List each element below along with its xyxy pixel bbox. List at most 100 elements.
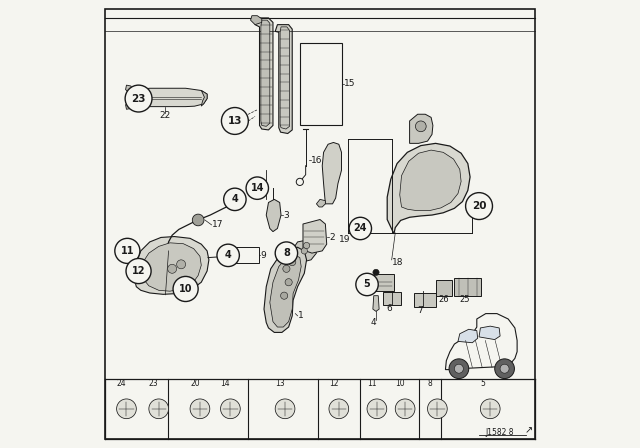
Text: J1582 8: J1582 8 [486,428,515,437]
Circle shape [221,108,248,134]
Polygon shape [293,240,316,262]
Text: 7: 7 [418,306,424,315]
Text: 5: 5 [481,379,485,388]
Circle shape [116,399,136,418]
Circle shape [449,359,468,379]
Circle shape [173,276,198,302]
Polygon shape [275,25,292,134]
Circle shape [221,399,240,418]
Text: 13: 13 [275,379,285,388]
Polygon shape [270,254,301,327]
Text: 4: 4 [371,318,376,327]
Text: 2: 2 [329,233,335,242]
Polygon shape [261,20,270,126]
Text: 24: 24 [116,379,126,388]
Polygon shape [202,90,207,106]
Text: 14: 14 [221,379,230,388]
Polygon shape [410,114,433,143]
Circle shape [192,214,204,226]
Circle shape [349,217,371,240]
Text: 24: 24 [353,224,367,233]
Circle shape [495,359,515,379]
FancyBboxPatch shape [300,43,342,125]
Circle shape [296,178,303,185]
Text: 16: 16 [311,156,323,165]
Circle shape [428,399,447,418]
Polygon shape [303,220,327,253]
Polygon shape [132,90,139,107]
FancyBboxPatch shape [105,9,535,439]
Circle shape [217,244,239,267]
Text: 8: 8 [428,379,432,388]
Text: 20: 20 [190,379,200,388]
Text: 11: 11 [367,379,376,388]
Polygon shape [323,142,342,204]
Polygon shape [125,102,132,109]
Circle shape [454,364,463,373]
Polygon shape [458,329,477,343]
Polygon shape [373,296,379,311]
Text: 10: 10 [179,284,193,294]
Circle shape [466,193,493,220]
Polygon shape [266,199,281,232]
Circle shape [224,188,246,211]
Polygon shape [445,314,517,370]
Text: 13: 13 [228,116,242,126]
Polygon shape [251,16,262,25]
Polygon shape [400,150,461,211]
Circle shape [125,85,152,112]
Text: 5: 5 [364,280,371,289]
Text: 20: 20 [472,201,486,211]
Circle shape [396,399,415,418]
Polygon shape [141,243,202,291]
Text: 9: 9 [260,251,266,260]
Circle shape [275,242,298,264]
Text: 4: 4 [225,250,232,260]
FancyBboxPatch shape [234,247,259,263]
Text: 4: 4 [232,194,238,204]
Circle shape [126,258,151,284]
Text: 19: 19 [339,235,350,244]
Circle shape [481,399,500,418]
Text: 3: 3 [284,211,289,220]
Circle shape [303,242,310,249]
FancyBboxPatch shape [383,292,401,305]
FancyBboxPatch shape [436,280,452,296]
Circle shape [329,399,349,418]
Text: 12: 12 [329,379,339,388]
Text: 18: 18 [392,258,403,267]
Text: 8: 8 [283,248,290,258]
FancyBboxPatch shape [374,274,394,291]
Text: 25: 25 [460,295,470,304]
Circle shape [283,265,290,272]
FancyBboxPatch shape [454,278,481,296]
Circle shape [168,264,177,273]
Polygon shape [125,85,132,93]
Polygon shape [264,247,307,332]
Text: 22: 22 [160,111,171,120]
Circle shape [285,279,292,286]
Polygon shape [280,27,289,129]
Circle shape [190,399,210,418]
FancyBboxPatch shape [414,293,436,307]
Text: 1: 1 [298,311,303,320]
Text: ↗: ↗ [524,425,532,435]
Polygon shape [479,326,500,340]
Text: 10: 10 [396,379,405,388]
Circle shape [367,399,387,418]
Circle shape [280,292,288,299]
Polygon shape [237,196,243,201]
Polygon shape [134,237,209,294]
Circle shape [149,399,168,418]
Circle shape [500,364,509,373]
Polygon shape [316,199,325,207]
Circle shape [415,121,426,132]
Circle shape [301,248,307,254]
Circle shape [177,260,186,269]
Circle shape [246,177,269,199]
Circle shape [115,238,140,263]
Text: 23: 23 [149,379,159,388]
Text: 12: 12 [132,266,145,276]
Text: 17: 17 [212,220,223,229]
Text: 26: 26 [439,295,449,304]
